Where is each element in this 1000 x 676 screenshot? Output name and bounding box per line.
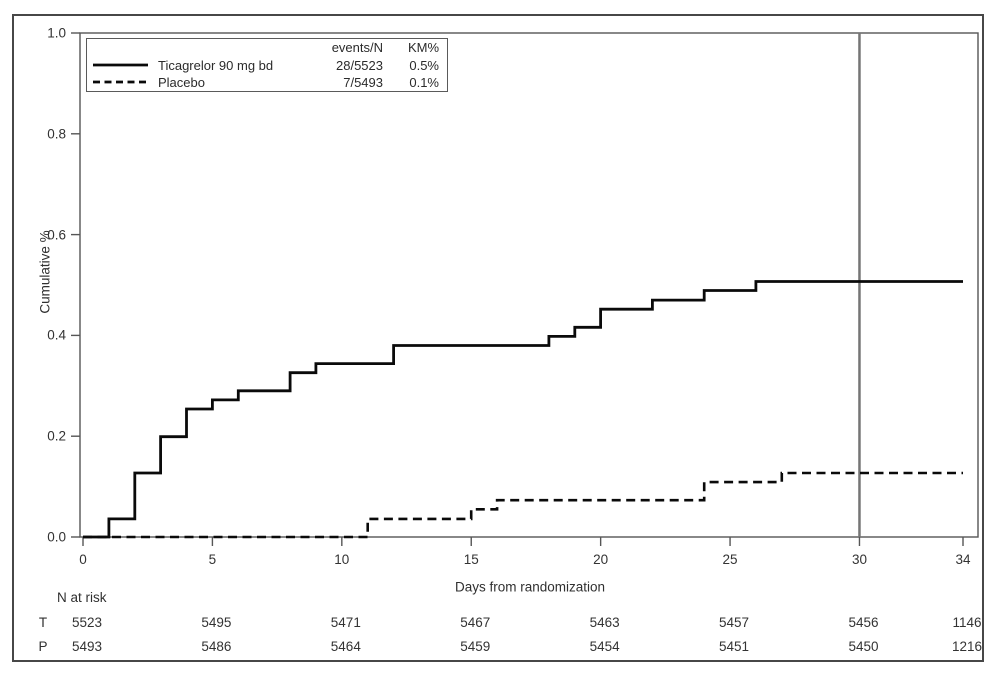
x-tick-label: 30 — [851, 552, 867, 567]
n-at-risk-value: 5464 — [330, 639, 361, 654]
series-line-ticagrelor-90-mg-bd — [83, 280, 963, 539]
legend-header-events: events/N — [331, 40, 383, 56]
legend-entry-label: Ticagrelor 90 mg bd — [158, 57, 274, 73]
legend-entry-km: 0.5% — [409, 57, 439, 73]
n-at-risk-value: 5463 — [589, 615, 620, 630]
y-tick-label: 0.6 — [47, 227, 66, 243]
legend-header-km: KM% — [407, 40, 439, 56]
x-tick-label: 25 — [722, 552, 738, 567]
x-tick-label: 10 — [334, 552, 350, 567]
legend-entry-events: 28/5523 — [336, 57, 383, 73]
n-at-risk-value: 5467 — [460, 615, 491, 630]
legend-entry-km: 0.1% — [409, 74, 439, 90]
x-tick-label: 34 — [955, 552, 971, 567]
legend-row: Ticagrelor 90 mg bd 28/5523 0.5% — [87, 57, 447, 74]
plot-frame — [79, 32, 979, 538]
n-at-risk-value: 5450 — [848, 639, 879, 654]
legend-line-sample-dashed — [93, 80, 148, 84]
n-at-risk-value: 5459 — [460, 639, 491, 654]
n-at-risk-value: 5486 — [201, 639, 232, 654]
y-tick-label: 0.8 — [47, 126, 66, 142]
n-at-risk-value: 1146 — [952, 615, 982, 630]
legend-entry: Ticagrelor 90 mg bd — [92, 58, 287, 73]
n-at-risk-value: 5451 — [719, 639, 750, 654]
x-tick-label: 0 — [79, 552, 87, 567]
n-at-risk-value: 5457 — [719, 615, 750, 630]
n-at-risk-row-key: T — [38, 615, 48, 630]
n-at-risk-value: 5454 — [589, 639, 620, 654]
legend-box: events/N KM% Ticagrelor 90 mg bd 28/5523 0.5… — [86, 38, 448, 92]
legend-entry-events: 7/5493 — [343, 74, 383, 90]
legend-row: events/N KM% — [87, 39, 447, 56]
n-at-risk-value: 5471 — [330, 615, 361, 630]
y-tick-label: 0.0 — [47, 529, 66, 545]
n-at-risk-value: 1216 — [951, 639, 983, 654]
y-tick-label: 0.4 — [47, 327, 66, 343]
n-at-risk-label: N at risk — [57, 590, 107, 605]
x-tick-label: 5 — [208, 552, 217, 567]
n-at-risk-value: 5456 — [848, 615, 879, 630]
n-at-risk-value: 5495 — [201, 615, 232, 630]
legend-row: Placebo 7/5493 0.1% — [87, 74, 447, 91]
legend-entry: Placebo — [92, 75, 287, 90]
figure-border — [12, 14, 984, 662]
n-at-risk-row-key: P — [38, 639, 48, 654]
y-axis-title: Cumulative % — [37, 230, 53, 314]
legend-line-sample-solid — [93, 63, 148, 67]
n-at-risk-value: 5523 — [71, 615, 103, 630]
x-tick-label: 15 — [463, 552, 479, 567]
n-at-risk-value: 5493 — [71, 639, 103, 654]
x-tick-label: 20 — [593, 552, 609, 567]
y-tick-label: 1.0 — [47, 25, 66, 41]
legend-entry-label: Placebo — [158, 74, 205, 90]
series-line-placebo — [83, 471, 963, 539]
y-tick-label: 0.2 — [47, 428, 66, 444]
x-axis-title: Days from randomization — [454, 579, 606, 595]
